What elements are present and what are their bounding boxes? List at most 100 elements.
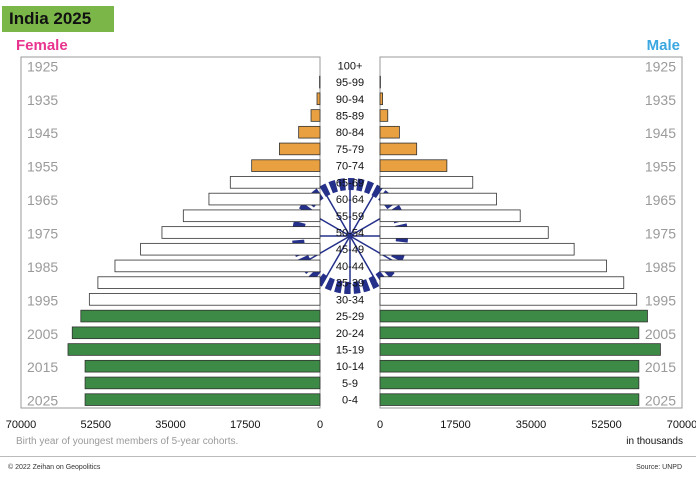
chakra-spoke	[349, 190, 377, 237]
birth-year-label-male: 1965	[645, 192, 676, 208]
age-label: 40-44	[336, 261, 364, 273]
birth-year-label-male: 1975	[645, 226, 676, 242]
female-bar-70-74	[251, 159, 321, 172]
female-bar-35-39	[97, 276, 321, 289]
age-label: 75-79	[336, 144, 364, 156]
female-bar-40-44	[114, 259, 321, 273]
chakra-spoke	[304, 235, 351, 263]
female-bar-10-14	[84, 359, 321, 373]
birth-year-label-male: 1945	[645, 125, 676, 141]
male-bar-90-94	[379, 92, 383, 106]
birth-year-label-male: 2025	[645, 393, 676, 409]
male-bar-70-74	[379, 159, 448, 172]
female-bar-0-4	[84, 393, 321, 406]
birth-year-label-female: 1965	[27, 192, 58, 208]
age-label: 80-84	[336, 127, 364, 139]
page-title: India 2025	[2, 6, 114, 32]
female-bar-75-79	[279, 142, 321, 156]
female-bar-25-29	[80, 309, 321, 323]
male-bar-55-59	[379, 209, 521, 223]
age-label: 30-34	[336, 294, 364, 306]
age-label: 25-29	[336, 311, 364, 323]
age-label: 85-89	[336, 111, 364, 123]
male-bar-45-49	[379, 242, 575, 256]
male-bar-15-19	[379, 343, 661, 356]
birth-year-label-female: 1945	[27, 125, 58, 141]
x-tick-male: 35000	[516, 419, 547, 431]
chakra-spoke	[323, 235, 351, 282]
male-label: Male	[646, 37, 680, 54]
age-label: 100+	[338, 60, 363, 72]
chakra-spoke	[323, 190, 351, 237]
age-label: 60-64	[336, 194, 364, 206]
birth-year-label-female: 2005	[27, 326, 58, 342]
age-label: 55-59	[336, 211, 364, 223]
male-bar-30-34	[379, 293, 638, 306]
birth-year-label-female: 1985	[27, 259, 58, 275]
female-bar-80-84	[298, 125, 321, 139]
male-bar-60-64	[379, 192, 497, 206]
age-label: 35-39	[336, 278, 364, 290]
female-bar-15-19	[67, 343, 321, 356]
male-bar-5-9	[379, 376, 640, 390]
female-bar-5-9	[84, 376, 321, 390]
birth-year-label-female: 1975	[27, 226, 58, 242]
age-label: 0-4	[342, 395, 358, 407]
age-label: 5-9	[342, 378, 358, 390]
x-tick-male: 52500	[591, 419, 622, 431]
birth-year-label-male: 1955	[645, 159, 676, 175]
x-tick-female: 52500	[80, 419, 111, 431]
male-bar-75-79	[379, 142, 418, 156]
female-bar-85-89	[310, 109, 321, 122]
female-bar-45-49	[140, 242, 321, 256]
age-label: 45-49	[336, 244, 364, 256]
x-tick-male: 0	[377, 419, 383, 431]
male-bar-80-84	[379, 125, 400, 139]
birth-year-label-female: 1935	[27, 92, 58, 108]
birth-year-label-female: 2015	[27, 359, 58, 375]
age-label: 90-94	[336, 94, 364, 106]
male-bar-25-29	[379, 309, 648, 323]
female-bar-50-54	[161, 226, 321, 239]
age-label: 10-14	[336, 361, 364, 373]
birth-year-label-male: 1925	[645, 58, 676, 74]
age-label: 20-24	[336, 328, 364, 340]
female-bar-65-69	[229, 176, 321, 189]
male-bar-0-4	[379, 393, 640, 406]
copyright-text: © 2022 Zeihan on Geopolitics	[8, 464, 101, 471]
source-text: Source: UNPD	[636, 464, 682, 471]
female-bar-90-94	[316, 92, 321, 106]
female-bar-30-34	[88, 293, 321, 306]
male-bar-65-69	[379, 176, 474, 189]
age-label: 15-19	[336, 345, 364, 357]
birth-year-label-female: 2025	[27, 393, 58, 409]
male-bar-35-39	[379, 276, 625, 289]
birth-year-label-female: 1995	[27, 292, 58, 308]
female-bar-55-59	[182, 209, 321, 223]
units-label: in thousands	[626, 436, 683, 447]
birth-year-label-female: 1955	[27, 159, 58, 175]
chakra-spoke	[349, 235, 396, 263]
male-bar-50-54	[379, 226, 549, 239]
age-label: 70-74	[336, 161, 364, 173]
age-label: 50-54	[336, 228, 364, 240]
male-bar-10-14	[379, 359, 640, 373]
birth-year-label-female: 1925	[27, 58, 58, 74]
x-tick-female: 70000	[6, 419, 37, 431]
male-bar-40-44	[379, 259, 607, 273]
female-label: Female	[16, 37, 68, 54]
female-bar-60-64	[208, 192, 321, 206]
female-bar-20-24	[71, 326, 321, 340]
age-label: 95-99	[336, 77, 364, 89]
male-bar-20-24	[379, 326, 640, 340]
cohort-note: Birth year of youngest members of 5-year…	[16, 436, 238, 447]
x-tick-male: 17500	[440, 419, 471, 431]
x-tick-male: 70000	[667, 419, 696, 431]
birth-year-label-male: 2015	[645, 359, 676, 375]
x-tick-female: 35000	[155, 419, 186, 431]
x-tick-female: 0	[317, 419, 323, 431]
footer-divider	[0, 456, 696, 457]
birth-year-label-male: 1995	[645, 292, 676, 308]
male-bar-85-89	[379, 109, 389, 122]
